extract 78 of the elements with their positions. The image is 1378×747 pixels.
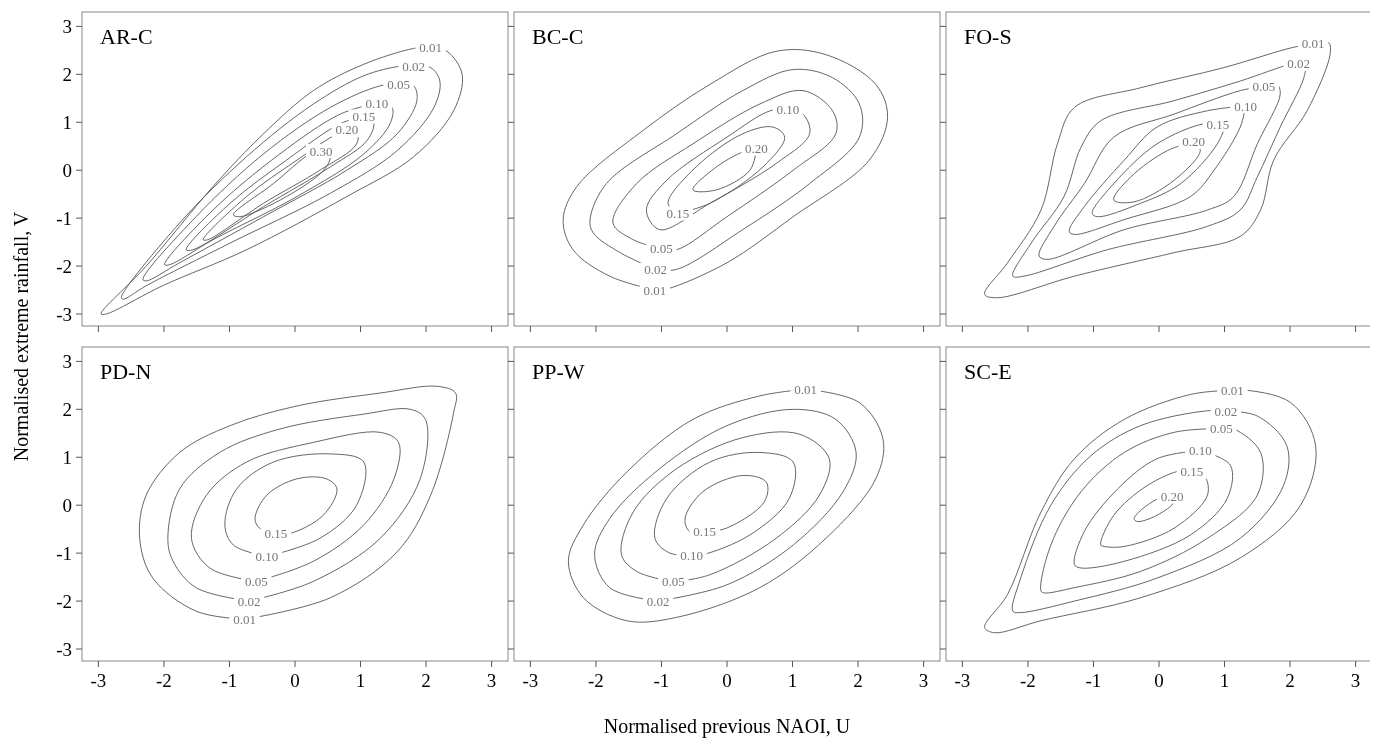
y-tick-label: -3 — [56, 638, 72, 660]
annotation: 0.01 — [1221, 382, 1244, 398]
annotation: 0.15 — [693, 524, 717, 540]
annotation: 0.10 — [1188, 443, 1212, 459]
text: AR-C — [100, 24, 153, 49]
annotation: 0.10 — [776, 102, 800, 118]
annotation: 0.02 — [402, 58, 425, 74]
text: PD-N — [100, 359, 152, 384]
annotation: 0.01 — [233, 611, 256, 627]
y-axis-title: Normalised extreme rainfall, V — [10, 211, 32, 462]
y-tick-label: 0 — [62, 494, 72, 516]
annotation: 0.05 — [661, 574, 685, 590]
y-tick-label: 2 — [62, 398, 72, 420]
x-tick-label: -1 — [1085, 670, 1102, 691]
y-tick-label: -2 — [56, 590, 72, 612]
y-tick-label: -1 — [56, 207, 72, 229]
x-tick-label: 0 — [1154, 670, 1164, 691]
y-tick-label: 3 — [62, 351, 72, 373]
annotation: 0.20 — [335, 122, 359, 138]
annotation: 0.10 — [1234, 98, 1257, 114]
annotation: 0.02 — [237, 593, 261, 609]
y-tick-label: 0 — [62, 159, 72, 181]
annotation: 0.15 — [1206, 117, 1230, 133]
annotation: 0.02 — [646, 593, 670, 609]
annotation: 0.20 — [1160, 489, 1184, 505]
y-tick-label: -2 — [56, 255, 72, 277]
annotation: 0.20 — [1182, 134, 1206, 150]
annotation: 0.05 — [1252, 78, 1276, 94]
x-tick-label: 1 — [787, 670, 798, 691]
annotation: 0.10 — [680, 547, 703, 563]
x-axis-title: Normalised previous NAOI, U — [603, 715, 851, 738]
x-tick-label: 2 — [853, 670, 863, 691]
annotation: 0.02 — [1214, 403, 1238, 419]
annotation: 0.02 — [644, 261, 667, 277]
x-tick-label: 2 — [1285, 670, 1295, 691]
annotation: 0.15 — [666, 205, 690, 221]
annotation: 0.01 — [794, 381, 818, 397]
annotation: 0.05 — [1209, 421, 1233, 437]
y-tick-label: 1 — [62, 111, 72, 133]
x-tick-label: 0 — [290, 670, 300, 691]
annotation: 0.20 — [745, 141, 768, 157]
annotation: 0.15 — [1180, 464, 1204, 480]
annotation: 0.02 — [1287, 56, 1310, 72]
annotation: 0.01 — [643, 282, 667, 298]
annotation: 0.10 — [365, 95, 389, 111]
y-tick-label: -1 — [56, 542, 72, 564]
x-tick-label: -2 — [1020, 670, 1036, 691]
annotation: 0.05 — [244, 573, 268, 589]
x-tick-label: -1 — [221, 670, 238, 691]
annotation: 0.05 — [387, 76, 410, 92]
annotation: 0.01 — [1301, 36, 1325, 52]
x-tick-label: -2 — [156, 670, 172, 691]
x-tick-label: 1 — [1219, 670, 1230, 691]
annotation: 0.15 — [352, 109, 376, 125]
annotation: 0.30 — [309, 143, 333, 159]
text: PP-W — [532, 359, 585, 384]
annotation: 0.15 — [264, 525, 288, 541]
text: SC-E — [964, 359, 1012, 384]
x-tick-label: 0 — [722, 670, 732, 691]
x-tick-label: -1 — [653, 670, 670, 691]
y-tick-label: -3 — [56, 303, 72, 325]
x-tick-label: -3 — [522, 670, 539, 691]
y-tick-label: 2 — [62, 63, 72, 85]
x-tick-label: 3 — [1350, 670, 1361, 691]
x-tick-label: 3 — [486, 670, 497, 691]
x-tick-label: -3 — [954, 670, 971, 691]
annotation: 0.10 — [255, 549, 279, 565]
x-tick-label: 3 — [918, 670, 929, 691]
text: BC-C — [532, 24, 584, 49]
y-tick-label: 1 — [62, 446, 72, 468]
y-tick-label: 3 — [62, 16, 72, 38]
x-tick-label: -3 — [90, 670, 107, 691]
x-tick-label: -2 — [588, 670, 604, 691]
x-tick-label: 1 — [355, 670, 366, 691]
annotation: 0.05 — [650, 241, 673, 257]
x-tick-label: 2 — [421, 670, 431, 691]
annotation: 0.01 — [419, 39, 443, 55]
text: FO-S — [964, 24, 1012, 49]
